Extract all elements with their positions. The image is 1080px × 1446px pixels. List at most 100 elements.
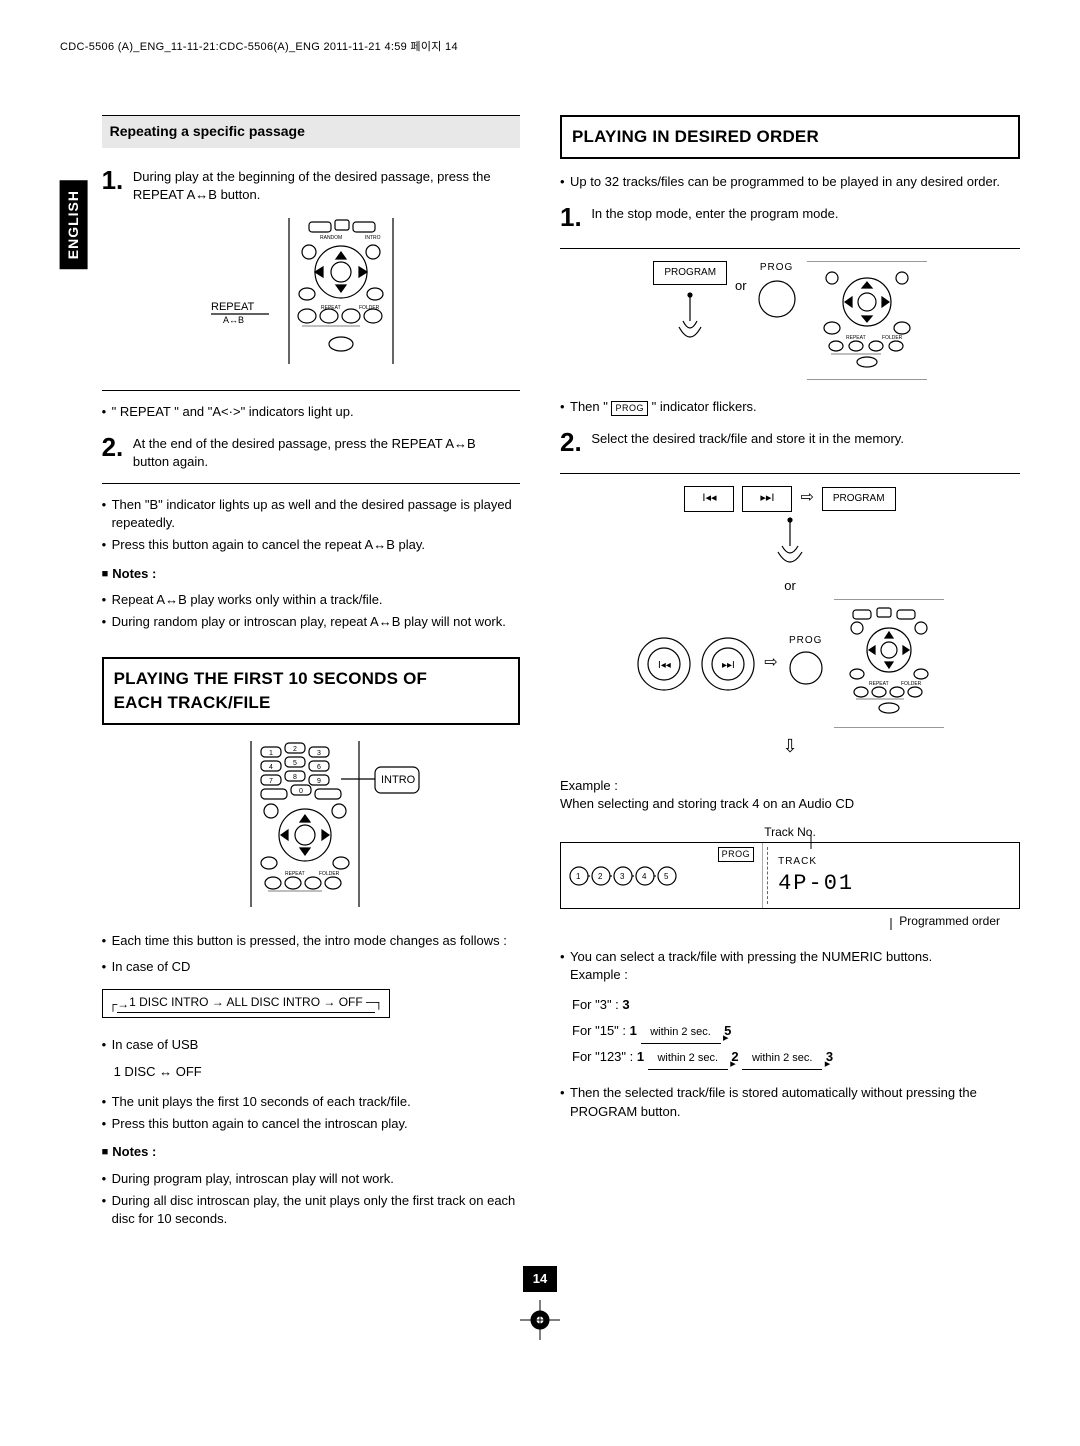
or-text: or [560, 577, 1020, 595]
bullet-text: Press this button again to cancel the in… [102, 1115, 520, 1133]
svg-text:4: 4 [642, 872, 647, 881]
notes-heading: Notes : [102, 1143, 520, 1161]
svg-text:6: 6 [317, 764, 321, 771]
programmed-order-label: Programmed order [899, 914, 1000, 928]
for-3-value: 3 [622, 997, 629, 1012]
step-number: 1. [560, 199, 582, 235]
usb-flow: 1 DISC ↔ OFF [114, 1063, 520, 1081]
step-number: 1. [102, 162, 124, 198]
svg-text:FOLDER: FOLDER [359, 305, 380, 311]
svg-text:FOLDER: FOLDER [882, 335, 903, 341]
svg-text:REPEAT: REPEAT [846, 335, 866, 341]
for-15-label: For "15" : [572, 1023, 630, 1038]
case-usb: In case of USB [102, 1036, 520, 1054]
note-item: During all disc introscan play, the unit… [102, 1192, 520, 1228]
bullet-text: Then " PROG " indicator flickers. [560, 398, 1020, 416]
section-title-intro: PLAYING THE FIRST 10 SECONDS OF EACH TRA… [102, 657, 520, 725]
svg-text:REPEAT: REPEAT [869, 681, 889, 687]
flicker-post: " indicator flickers. [652, 399, 757, 414]
example-text: When selecting and storing track 4 on an… [560, 795, 1020, 813]
svg-text:1: 1 [269, 750, 273, 757]
svg-text:FOLDER: FOLDER [319, 871, 340, 877]
cd-flow-text: 1 DISC INTRO → ALL DISC INTRO → OFF [129, 995, 363, 1009]
svg-text:2: 2 [293, 746, 297, 753]
example-label: Example : [570, 967, 628, 982]
svg-text:0: 0 [299, 788, 303, 795]
cd-flow: ┌→ 1 DISC INTRO → ALL DISC INTRO → OFF ─… [102, 989, 390, 1019]
or-text: or [735, 261, 747, 295]
svg-text:3: 3 [620, 872, 625, 881]
down-arrow-icon: ⇩ [780, 734, 800, 759]
svg-text:RANDOM: RANDOM [320, 235, 342, 241]
lcd-display: 4P-01 [778, 869, 1005, 900]
note-item: During program play, introscan play will… [102, 1170, 520, 1188]
heavy-line2: EACH TRACK/FILE [114, 693, 271, 712]
section-title-order: PLAYING IN DESIRED ORDER [560, 115, 1020, 159]
bullet-text: Then "B" indicator lights up as well and… [102, 496, 520, 532]
svg-text:▸▸I: ▸▸I [722, 660, 735, 671]
bullet-text: Up to 32 tracks/files can be programmed … [560, 173, 1020, 191]
bullet-text: You can select a track/file with pressin… [560, 948, 1020, 984]
notes-heading: Notes : [102, 565, 520, 583]
step-text: At the end of the desired passage, press… [133, 435, 501, 471]
figure-intro-remote: 1 2 3 4 5 6 7 8 9 0 [102, 739, 520, 914]
language-tab: ENGLISH [60, 180, 88, 269]
heavy-line1: PLAYING THE FIRST 10 SECONDS OF [114, 669, 428, 688]
track-word: TRACK [778, 855, 1005, 869]
for-123-a: 1 [637, 1049, 644, 1064]
svg-text:7: 7 [269, 778, 273, 785]
within-arrow: within 2 sec. [648, 1047, 728, 1070]
step-text: During play at the beginning of the desi… [133, 168, 501, 204]
svg-text:1: 1 [576, 872, 581, 881]
svg-text:8: 8 [293, 774, 297, 781]
svg-text:REPEAT: REPEAT [285, 871, 305, 877]
case-cd: In case of CD [102, 958, 520, 976]
figure-repeat-remote: RANDOM INTRO REPEAT [102, 216, 520, 371]
repeat-label: REPEAT [211, 301, 254, 313]
svg-text:4: 4 [269, 764, 273, 771]
step-text: In the stop mode, enter the program mode… [591, 205, 838, 223]
note-item: During random play or introscan play, re… [102, 613, 520, 631]
prev-button: I◂◂ [684, 486, 734, 512]
within-arrow: within 2 sec. [742, 1047, 822, 1070]
prog-label: PROG [755, 261, 799, 275]
bullet-text: Each time this button is pressed, the in… [102, 932, 520, 950]
doc-header: CDC-5506 (A)_ENG_11-11-21:CDC-5506(A)_EN… [60, 40, 1020, 55]
prog-badge: PROG [611, 401, 648, 416]
flicker-pre: Then " [570, 399, 608, 414]
program-button: PROGRAM [653, 261, 727, 285]
next-button: ▸▸I [742, 486, 792, 512]
for-3-label: For "3" : [572, 997, 622, 1012]
disc-selector-icon: 1 2 3 4 5 [567, 865, 687, 887]
svg-text:5: 5 [664, 872, 669, 881]
page-number: 14 [523, 1266, 557, 1292]
svg-text:REPEAT: REPEAT [321, 305, 341, 311]
figure-select-track: I◂◂ ▸▸I ⇨ PROGRAM or I◂◂ ▸▸I ⇨ PROG [560, 486, 1020, 760]
figure-program: PROGRAM or PROG [560, 261, 1020, 380]
bullet-text: The unit plays the first 10 seconds of e… [102, 1093, 520, 1111]
section-title-repeat: Repeating a specific passage [102, 115, 520, 148]
svg-text:5: 5 [293, 760, 297, 767]
bullet-text: Then the selected track/file is stored a… [560, 1084, 1020, 1120]
bullet-text: " REPEAT " and "A<·>" indicators light u… [102, 403, 520, 421]
svg-text:I◂◂: I◂◂ [658, 660, 671, 671]
step-number: 2. [102, 429, 124, 465]
within-arrow: within 2 sec. [641, 1021, 721, 1044]
for-123-label: For "123" : [572, 1049, 637, 1064]
svg-text:9: 9 [317, 778, 321, 785]
step-text: Select the desired track/file and store … [591, 430, 904, 448]
svg-text:2: 2 [598, 872, 603, 881]
note-item: Repeat A↔B play works only within a trac… [102, 591, 520, 609]
program-button: PROGRAM [822, 487, 896, 511]
example-label: Example : [560, 777, 1020, 795]
svg-text:INTRO: INTRO [365, 235, 381, 241]
step-number: 2. [560, 424, 582, 460]
repeat-sub: A↔B [223, 315, 244, 325]
crop-mark-icon [60, 1300, 1020, 1345]
prog-badge: PROG [718, 847, 755, 862]
for-15-a: 1 [630, 1023, 637, 1038]
track-no-label: Track No. [560, 824, 1020, 841]
svg-text:3: 3 [317, 750, 321, 757]
bullet-text: Press this button again to cancel the re… [102, 536, 520, 554]
numeric-text: You can select a track/file with pressin… [570, 949, 932, 964]
